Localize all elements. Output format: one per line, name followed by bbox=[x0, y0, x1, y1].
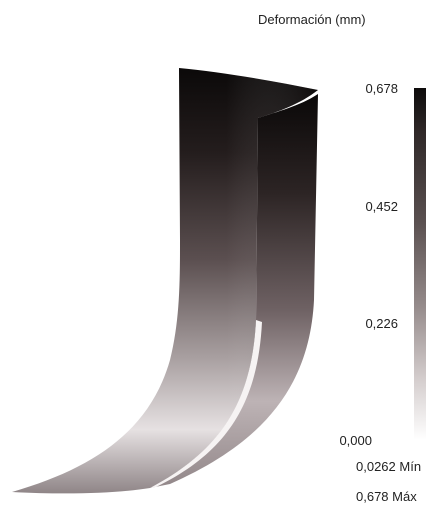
blade-back-surface bbox=[150, 94, 318, 488]
scale-tick-max: 0,678 bbox=[365, 81, 398, 96]
legend-title: Deformación (mm) bbox=[258, 12, 366, 27]
scale-tick-lower: 0,226 bbox=[365, 316, 398, 331]
scale-tick-min: 0,000 bbox=[339, 433, 372, 448]
scale-tick-upper: 0,452 bbox=[365, 199, 398, 214]
color-scale-bar bbox=[414, 88, 426, 440]
max-value-label: 0,678 Máx bbox=[356, 489, 417, 504]
blade-front-shading bbox=[12, 68, 318, 494]
min-value-label: 0,0262 Mín bbox=[356, 459, 422, 474]
blade-gap-highlight bbox=[150, 320, 262, 488]
